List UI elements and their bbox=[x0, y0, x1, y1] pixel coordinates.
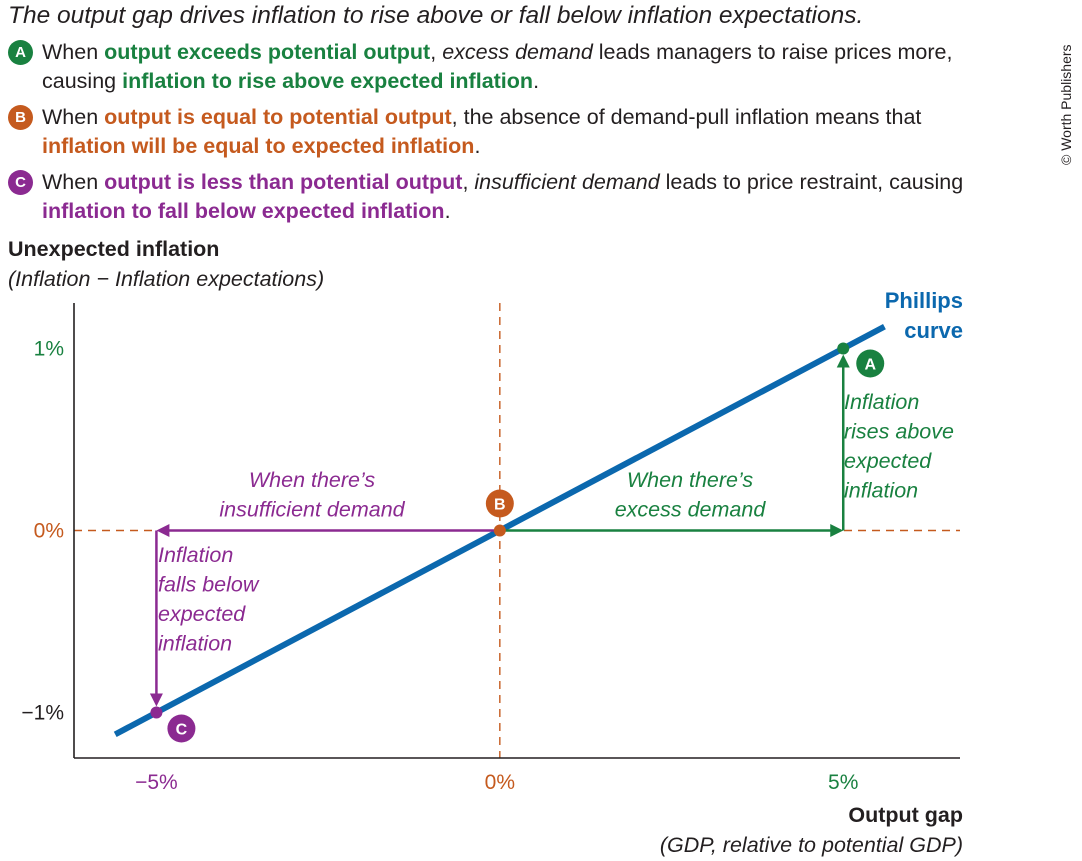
x-axis-title: Output gap bbox=[848, 803, 963, 827]
point-b-badge-letter: B bbox=[494, 497, 506, 514]
point-b-marker bbox=[493, 524, 506, 537]
text-segment: . bbox=[444, 199, 451, 223]
text-segment: insufficient demand bbox=[474, 170, 660, 194]
point-a-marker bbox=[837, 342, 850, 355]
text-segment: inflation to fall below expected inflati… bbox=[42, 199, 445, 223]
text-segment: When bbox=[42, 170, 105, 194]
y-tick-label: 1% bbox=[34, 338, 64, 361]
y-axis-subtitle: (Inflation − Inflation expectations) bbox=[8, 267, 324, 291]
phillips-curve-label: Phillips bbox=[885, 288, 963, 313]
x-tick-label: 5% bbox=[828, 771, 858, 794]
text-segment: inflation will be equal to expected infl… bbox=[42, 134, 475, 158]
point-c-description: C When output is less than potential out… bbox=[8, 168, 1048, 226]
inflation-rises-annotation: Inflation bbox=[844, 390, 919, 414]
insufficient-demand-annotation: insufficient demand bbox=[219, 498, 405, 522]
inflation-falls-annotation: falls below bbox=[158, 573, 260, 597]
point-c-badge-letter: C bbox=[176, 722, 188, 739]
point-c-badge: C bbox=[8, 170, 33, 195]
point-b-line-2: inflation will be equal to expected infl… bbox=[42, 132, 1048, 161]
point-b-text: When output is equal to potential output… bbox=[42, 103, 1048, 161]
excess-demand-annotation: When there’s bbox=[627, 468, 754, 492]
point-b-badge: B bbox=[8, 105, 33, 130]
text-segment: When bbox=[42, 40, 105, 64]
text-segment: excess demand bbox=[442, 40, 593, 64]
point-b-line-1: When output is equal to potential output… bbox=[42, 103, 1048, 132]
x-tick-label: 0% bbox=[485, 771, 515, 794]
insufficient-demand-arrowhead bbox=[156, 524, 170, 537]
x-tick-label: −5% bbox=[135, 771, 178, 794]
inflation-falls-arrowhead bbox=[149, 693, 163, 707]
point-c-badge bbox=[167, 714, 196, 743]
point-c-text: When output is less than potential outpu… bbox=[42, 168, 1048, 226]
text-segment: leads managers to raise prices more, bbox=[592, 40, 953, 64]
point-c-line-2: inflation to fall below expected inflati… bbox=[42, 197, 1048, 226]
text-segment: output exceeds potential output bbox=[104, 40, 431, 64]
inflation-rises-arrowhead bbox=[836, 354, 850, 368]
inflation-falls-annotation: expected bbox=[158, 602, 246, 626]
point-a-badge: A bbox=[8, 40, 33, 65]
text-segment: . bbox=[533, 69, 540, 93]
y-tick-label: −1% bbox=[21, 702, 64, 725]
point-a-description: A When output exceeds potential output, … bbox=[8, 38, 1048, 96]
inflation-rises-annotation: inflation bbox=[844, 479, 918, 503]
text-segment: causing bbox=[42, 69, 123, 93]
text-segment: output is less than potential output bbox=[104, 170, 463, 194]
point-a-line-1: When output exceeds potential output, ex… bbox=[42, 38, 1048, 67]
point-a-badge-letter: A bbox=[864, 357, 876, 374]
y-axis-title: Unexpected inflation bbox=[8, 237, 219, 261]
text-segment: , the absence of demand-pull inflation m… bbox=[451, 105, 922, 129]
text-segment: , bbox=[462, 170, 475, 194]
inflation-rises-annotation: expected bbox=[844, 449, 932, 473]
insufficient-demand-annotation: When there’s bbox=[249, 468, 376, 492]
excess-demand-arrowhead bbox=[830, 524, 844, 537]
phillips-curve-label: curve bbox=[904, 318, 963, 343]
inflation-rises-annotation: rises above bbox=[844, 420, 954, 444]
text-segment: , bbox=[430, 40, 443, 64]
text-segment: output is equal to potential output bbox=[104, 105, 452, 129]
inflation-falls-annotation: Inflation bbox=[158, 543, 233, 567]
point-b-badge bbox=[485, 489, 514, 518]
point-a-badge bbox=[856, 349, 885, 378]
page-title: The output gap drives inflation to rise … bbox=[8, 2, 864, 29]
point-c-line-1: When output is less than potential outpu… bbox=[42, 168, 1048, 197]
point-a-line-2: causing inflation to rise above expected… bbox=[42, 67, 1048, 96]
point-b-description: B When output is equal to potential outp… bbox=[8, 103, 1048, 161]
point-a-text: When output exceeds potential output, ex… bbox=[42, 38, 1048, 96]
inflation-falls-annotation: inflation bbox=[158, 632, 232, 656]
excess-demand-annotation: excess demand bbox=[615, 498, 767, 522]
text-segment: leads to price restraint, causing bbox=[659, 170, 964, 194]
text-segment: When bbox=[42, 105, 105, 129]
x-axis-subtitle: (GDP, relative to potential GDP) bbox=[660, 833, 963, 857]
y-tick-label: 0% bbox=[34, 520, 64, 543]
text-segment: . bbox=[474, 134, 481, 158]
text-segment: inflation to rise above expected inflati… bbox=[122, 69, 534, 93]
point-c-marker bbox=[150, 706, 163, 719]
